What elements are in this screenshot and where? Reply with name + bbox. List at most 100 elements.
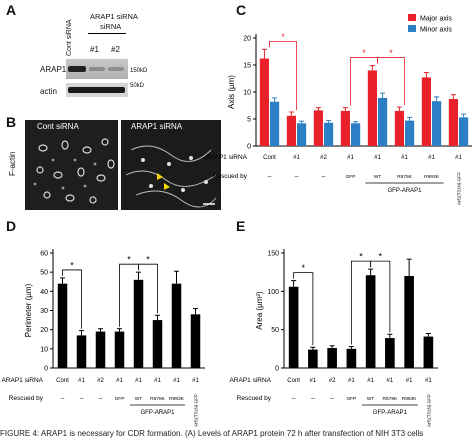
panel-letter-a: A [6, 2, 17, 18]
blot-lane-1: #1 [90, 45, 99, 54]
blot-arap1-band-1 [89, 67, 105, 71]
chart-c-bar [421, 77, 431, 146]
chart-c-bar [432, 101, 442, 146]
chart-e-y-tick-label: 0 [275, 366, 279, 373]
chart-d-y-label: Perimeter (µm) [24, 283, 33, 337]
chart-c-rescue-value: R993K [424, 174, 439, 180]
chart-c-sirna-value: #1 [401, 155, 408, 161]
chart-e-y-tick-label: 50 [271, 327, 279, 334]
chart-c-bar [313, 110, 323, 146]
chart-c-bar [297, 123, 307, 146]
chart-e-significance-star: * [301, 263, 305, 273]
chart-d-sirna-value: #1 [154, 378, 161, 384]
chart-d-rescue-value: – [61, 395, 65, 402]
chart-d-rescue-value: – [99, 395, 103, 402]
chart-d-y-tick-label: 40 [40, 289, 48, 296]
chart-d-bar [57, 283, 68, 368]
blot-marker-50: 50kD [130, 83, 145, 89]
chart-d-sirna-value: #1 [78, 378, 85, 384]
chart-e-rescue-value: – [292, 395, 296, 402]
chart-c-legend-swatch [408, 14, 416, 21]
chart-c-bar [367, 70, 377, 146]
chart-d-bar [190, 314, 201, 368]
chart-d-y-tick-label: 20 [40, 327, 48, 334]
chart-c-legend-label: Major axis [420, 16, 452, 23]
chart-c-bar [270, 101, 280, 146]
chart-d-significance-star: * [70, 260, 74, 270]
panel-letter-e: E [236, 218, 246, 234]
chart-c-sirna-value: #1 [374, 155, 381, 161]
chart-d-rescue-value: R993K [169, 396, 184, 402]
chart-d-rescue-value: GFP [115, 396, 125, 402]
chart-d-y-tick-label: 60 [40, 251, 48, 258]
chart-c-significance-star: * [281, 32, 285, 42]
chart-d-sirna-value: #1 [173, 378, 180, 384]
chart-c-significance-star: * [389, 48, 393, 58]
chart-e-sirna-value: #1 [367, 378, 374, 384]
chart-e-significance-star: * [378, 252, 382, 262]
chart-d-y-tick-label: 0 [44, 366, 48, 373]
chart-e-sirna-value: #2 [329, 378, 336, 384]
blot-arap1-band-2 [108, 67, 124, 71]
chart-c-bar [351, 123, 361, 146]
chart-e-rescued-row-label: Rescued by [237, 395, 272, 402]
chart-c-rescue-value: WT [374, 174, 382, 180]
micrograph-cont-texture [33, 138, 115, 204]
chart-e-sirna-value: #1 [406, 378, 413, 384]
blot-lane-2: #2 [111, 45, 120, 54]
chart-c-sirna-value: Cont [263, 155, 276, 161]
chart-d-rescue-value: WT [135, 396, 143, 402]
micrograph-arap1: ARAP1 siRNA [121, 120, 221, 210]
chart-d-rescue-value: R578K [150, 396, 165, 402]
chart-d-gfp-arap1-label: GFP-ARAP1 [140, 410, 175, 416]
chart-e-y-tick-label: 100 [267, 289, 279, 296]
chart-e-rescue-value: Arf1(T31N)-GFP [426, 394, 431, 427]
chart-e-rescue-value: GFP [346, 396, 356, 402]
arrowhead-icon-2 [164, 183, 170, 190]
chart-c-sirna-value: #1 [428, 155, 435, 161]
chart-d-rescue-value: – [80, 395, 84, 402]
chart-c-bar [340, 110, 350, 146]
blot-row-arap1: ARAP1 [40, 65, 67, 74]
chart-e-y-label: Area (µm²) [255, 291, 264, 330]
chart-d-y-tick-label: 50 [40, 270, 48, 277]
chart-c-y-tick-label: 5 [247, 117, 251, 124]
chart-e-bar [385, 338, 395, 368]
chart-c-sirna-value: #1 [347, 155, 354, 161]
chart-c-bar [259, 58, 269, 146]
chart-c-rescued-row-label: Rescued by [213, 173, 248, 180]
chart-d-rescue-value: Arf1(T31N)-GFP [194, 394, 199, 427]
micrograph-cont-label: Cont siRNA [37, 122, 79, 131]
micrograph-cont: Cont siRNA [25, 120, 118, 210]
chart-c-legend-label: Minor axis [420, 27, 452, 34]
chart-d-y-tick-label: 30 [40, 308, 48, 315]
chart-c-bar [286, 115, 296, 146]
chart-d-sirna-value: #1 [192, 378, 199, 384]
chart-e-rescue-value: – [311, 395, 315, 402]
chart-e-significance-bracket [293, 272, 314, 346]
chart-d-bar [152, 320, 163, 368]
chart-d-sirna-value: Cont [56, 378, 69, 384]
blot-arap1-band-cont [68, 66, 86, 72]
chart-c-rescue-value: – [295, 173, 299, 180]
chart-e-bar [346, 348, 357, 368]
chart-d-significance-star: * [146, 255, 150, 265]
chart-c-bar [405, 120, 415, 146]
chart-e-sirna-value: Cont [287, 378, 300, 384]
blot-actin-band-strip [68, 87, 125, 93]
micrograph-arap1-texture [125, 145, 217, 208]
chart-c-bar [459, 117, 469, 146]
chart-d-bar [133, 279, 144, 368]
blot-row-actin: actin [40, 87, 57, 96]
chart-d-significance-star: * [127, 255, 131, 265]
chart-c-significance-star: * [362, 48, 366, 58]
chart-c-rescue-value: R578K [397, 174, 412, 180]
chart-c-bar [394, 110, 404, 146]
chart-c-sirna-value: #2 [320, 155, 327, 161]
blot-arap1-sirna-label: ARAP1 siRNA [90, 12, 138, 21]
chart-c-y-label: Axis (µm) [227, 75, 236, 109]
chart-c-sirna-value: #1 [293, 155, 300, 161]
